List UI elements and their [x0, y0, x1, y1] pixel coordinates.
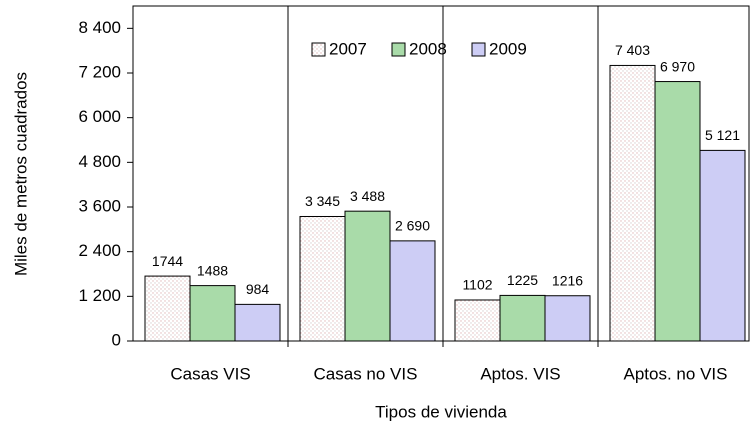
data-label: 1225 [507, 272, 538, 288]
bar [454, 299, 501, 342]
y-tick-label: 8 400 [78, 18, 121, 37]
data-label: 984 [246, 281, 270, 297]
legend-label: 2008 [409, 39, 447, 58]
bar [609, 64, 656, 342]
data-label: 3 488 [350, 188, 385, 204]
x-axis-title: Tipos de vivienda [375, 402, 507, 421]
data-label: 7 403 [615, 42, 650, 58]
data-label: 2 690 [395, 218, 430, 234]
legend-swatch [311, 42, 326, 57]
x-tick-label: Aptos. no VIS [624, 364, 728, 383]
bar [234, 303, 281, 342]
y-tick-label: 6 000 [78, 107, 121, 126]
x-tick-label: Casas VIS [170, 364, 250, 383]
bar [389, 240, 436, 342]
y-tick-label: 4 800 [78, 152, 121, 171]
data-label: 3 345 [305, 193, 340, 209]
bar [189, 285, 236, 342]
legend-label: 2007 [329, 39, 367, 58]
data-label: 1488 [197, 262, 228, 278]
bar [344, 210, 391, 342]
y-tick-label: 0 [112, 330, 121, 349]
legend-label: 2009 [489, 39, 527, 58]
x-tick-label: Aptos. VIS [480, 364, 560, 383]
legend-swatch [391, 42, 406, 57]
bar [654, 81, 701, 342]
y-tick-label: 3 600 [78, 196, 121, 215]
y-tick-label: 7 200 [78, 62, 121, 81]
x-tick-label: Casas no VIS [314, 364, 418, 383]
bar [299, 215, 346, 342]
y-axis-title: Miles de metros cuadrados [11, 72, 30, 276]
data-label: 1744 [152, 253, 183, 269]
data-label: 1102 [462, 277, 492, 293]
data-label: 5 121 [705, 127, 740, 143]
data-label: 1216 [552, 272, 583, 288]
data-label: 6 970 [660, 58, 695, 74]
bar [144, 275, 191, 342]
legend-swatch [471, 42, 486, 57]
bar [699, 149, 746, 342]
y-tick-label: 1 200 [78, 286, 121, 305]
y-tick-label: 2 400 [78, 241, 121, 260]
bar [499, 294, 546, 342]
plot-area [132, 5, 750, 342]
bar [544, 295, 591, 342]
